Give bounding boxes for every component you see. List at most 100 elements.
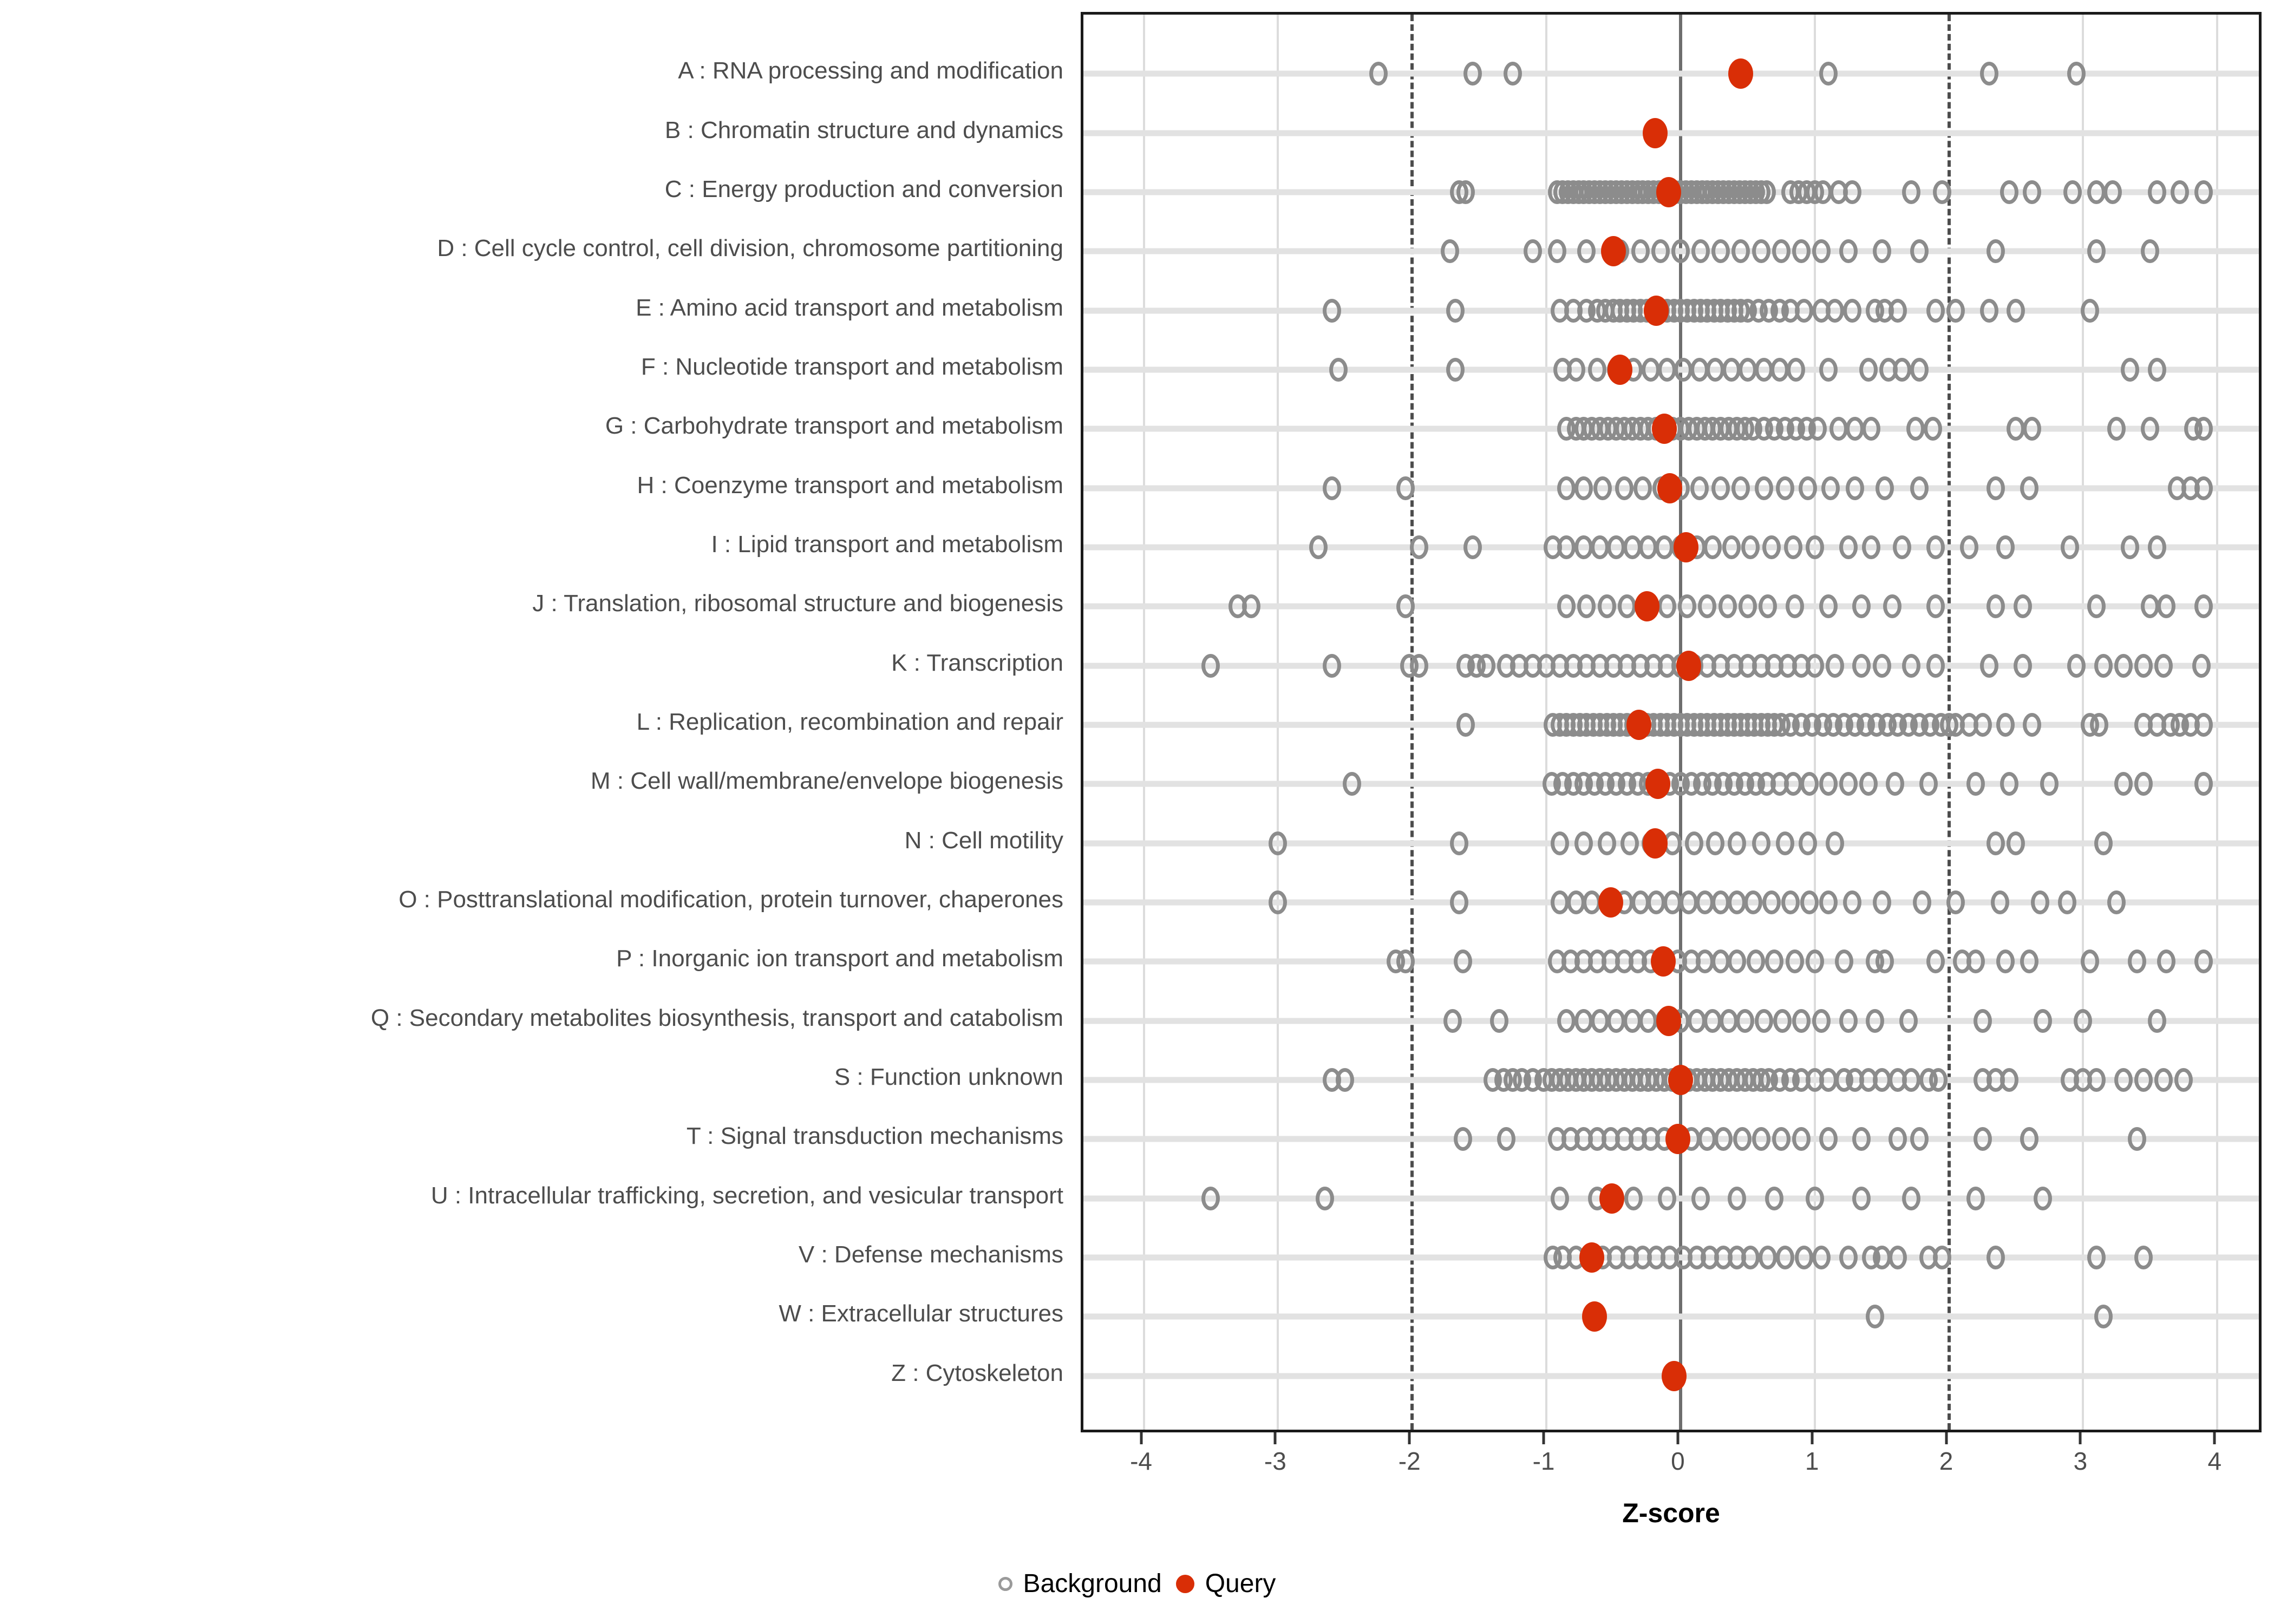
x-axis-tick-mark [1408, 1432, 1411, 1444]
query-point[interactable] [1644, 295, 1669, 326]
background-point [1859, 772, 1878, 796]
background-point [1463, 535, 1482, 559]
background-point [1557, 1009, 1576, 1033]
background-point [1615, 476, 1633, 500]
background-point [2147, 1009, 2166, 1033]
background-point [1588, 358, 1607, 382]
query-point[interactable] [1600, 236, 1626, 267]
background-point [1711, 476, 1730, 500]
background-point [1698, 594, 1717, 619]
y-axis-label: L : Replication, recombination and repai… [636, 709, 1063, 735]
query-point[interactable] [1599, 1183, 1625, 1214]
query-point[interactable] [1645, 769, 1670, 800]
query-point[interactable] [1582, 1301, 1608, 1332]
background-point [2094, 1305, 2113, 1329]
y-axis-label: B : Chromatin structure and dynamics [664, 116, 1063, 143]
query-point[interactable] [1665, 1124, 1690, 1155]
query-point[interactable] [1668, 1065, 1693, 1095]
y-axis-label: E : Amino acid transport and metabolism [636, 294, 1063, 321]
x-axis-tick-label: 1 [1805, 1447, 1819, 1475]
query-point[interactable] [1728, 58, 1754, 89]
background-point [2154, 653, 2173, 678]
background-point [1792, 239, 1811, 264]
background-point [2013, 653, 2032, 678]
legend-item-query[interactable]: Query [1175, 1569, 1276, 1599]
background-point [1966, 772, 1985, 796]
background-point [2154, 1068, 2173, 1092]
background-point [1819, 1127, 1838, 1151]
background-point [2034, 1009, 2053, 1033]
background-point [1875, 949, 1894, 974]
background-point [2023, 180, 2042, 204]
x-axis-tick-mark [1811, 1432, 1814, 1444]
filled-circle-icon [1175, 1574, 1194, 1593]
background-point [1757, 180, 1776, 204]
query-point[interactable] [1642, 117, 1668, 148]
y-axis-label: K : Transcription [891, 649, 1063, 676]
background-point [1800, 890, 1819, 914]
background-point [1843, 298, 1862, 323]
background-point [1792, 1127, 1811, 1151]
background-point [1946, 298, 1965, 323]
horizontal-gridline [1083, 1313, 2259, 1320]
background-point [1910, 1127, 1929, 1151]
background-point [1889, 1246, 1907, 1269]
x-axis-tick-mark [1273, 1432, 1277, 1444]
background-point [1852, 594, 1871, 619]
query-point[interactable] [1608, 355, 1633, 385]
background-point [1711, 239, 1730, 264]
legend-label-query: Query [1205, 1569, 1276, 1598]
query-point[interactable] [1656, 177, 1681, 207]
background-point [1718, 594, 1737, 619]
y-axis-label: S : Function unknown [834, 1064, 1063, 1090]
background-point [1808, 417, 1827, 441]
legend-label-background: Background [1023, 1569, 1162, 1598]
query-point[interactable] [1656, 1005, 1681, 1036]
query-point[interactable] [1598, 887, 1623, 918]
query-point[interactable] [1642, 828, 1668, 859]
query-point[interactable] [1661, 1360, 1687, 1391]
background-point [2094, 653, 2113, 678]
query-point[interactable] [1626, 710, 1652, 740]
query-point[interactable] [1650, 946, 1676, 977]
background-point [1819, 62, 1838, 86]
background-point [2121, 358, 2140, 382]
background-point [1805, 535, 1824, 559]
background-point [2147, 180, 2166, 204]
background-point [1825, 653, 1844, 678]
background-point [1852, 1186, 1871, 1210]
background-point [1805, 1186, 1824, 1210]
background-point [1633, 476, 1652, 500]
background-point [1799, 831, 1818, 855]
query-point[interactable] [1676, 650, 1701, 681]
legend-item-background[interactable]: Background [998, 1569, 1162, 1599]
query-point[interactable] [1579, 1242, 1605, 1273]
background-point [1973, 1127, 1992, 1151]
query-point[interactable] [1652, 414, 1677, 444]
y-axis-label: Z : Cytoskeleton [891, 1359, 1063, 1386]
background-point [1776, 1246, 1795, 1269]
background-point [1866, 1009, 1885, 1033]
background-point [1926, 653, 1945, 678]
background-point [1792, 1009, 1811, 1033]
query-point[interactable] [1634, 591, 1659, 622]
x-axis-tick-label: -3 [1264, 1447, 1286, 1475]
query-point[interactable] [1673, 532, 1698, 562]
background-point [1906, 417, 1925, 441]
background-point [2080, 949, 2099, 974]
y-axis-label: I : Lipid transport and metabolism [711, 531, 1063, 558]
query-point[interactable] [1657, 473, 1683, 503]
x-axis-tick-label: 2 [1939, 1447, 1953, 1475]
horizontal-gridline [1083, 70, 2259, 77]
background-point [1889, 1127, 1907, 1151]
background-point [1819, 358, 1838, 382]
background-point [2114, 1068, 2133, 1092]
y-axis-label: F : Nucleotide transport and metabolism [641, 353, 1063, 380]
background-point [2057, 890, 2076, 914]
background-point [2147, 358, 2166, 382]
y-axis-label: P : Inorganic ion transport and metaboli… [616, 945, 1063, 972]
background-point [1933, 1246, 1952, 1269]
background-point [1794, 298, 1813, 323]
y-axis-label: V : Defense mechanisms [798, 1241, 1063, 1268]
background-point [1913, 890, 1931, 914]
